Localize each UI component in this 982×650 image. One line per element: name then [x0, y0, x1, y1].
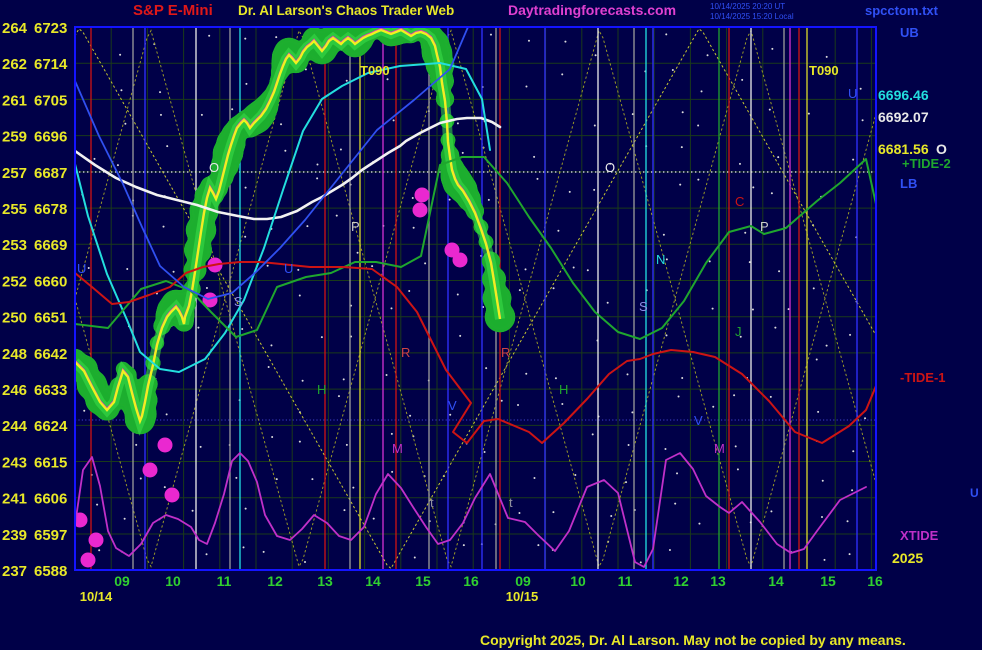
svg-text:Daytradingforecasts.com: Daytradingforecasts.com	[508, 2, 676, 18]
svg-text:t: t	[430, 495, 434, 510]
svg-text:243: 243	[2, 454, 27, 471]
svg-text:10: 10	[165, 573, 181, 589]
svg-text:U: U	[848, 86, 857, 101]
svg-text:252: 252	[2, 273, 27, 290]
svg-text:Copyright 2025, Dr. Al Larson.: Copyright 2025, Dr. Al Larson. May not b…	[480, 632, 906, 648]
svg-text:253: 253	[2, 237, 27, 254]
svg-text:U: U	[970, 486, 979, 500]
svg-text:T090: T090	[360, 63, 390, 78]
svg-text:264: 264	[2, 20, 28, 37]
svg-text:12: 12	[673, 573, 689, 589]
svg-text:6642: 6642	[34, 346, 67, 363]
svg-text:14: 14	[365, 573, 381, 589]
svg-text:6606: 6606	[34, 491, 67, 508]
svg-text:H: H	[559, 382, 568, 397]
svg-text:246: 246	[2, 382, 27, 399]
svg-text:14: 14	[768, 573, 784, 589]
svg-text:S: S	[639, 299, 648, 314]
svg-text:16: 16	[463, 573, 479, 589]
svg-text:6687: 6687	[34, 165, 67, 182]
svg-text:J: J	[735, 324, 742, 339]
svg-text:-TIDE-1: -TIDE-1	[900, 370, 946, 385]
svg-text:241: 241	[2, 491, 27, 508]
svg-text:N: N	[656, 252, 665, 267]
svg-text:15: 15	[415, 573, 431, 589]
svg-text:6651: 6651	[34, 310, 67, 327]
svg-text:S&P E-Mini: S&P E-Mini	[133, 2, 213, 19]
svg-text:T090: T090	[809, 63, 839, 78]
svg-text:LB: LB	[900, 176, 917, 191]
svg-text:6681.56: 6681.56	[878, 141, 929, 157]
svg-text:239: 239	[2, 527, 27, 544]
svg-text:10/14: 10/14	[80, 589, 113, 604]
svg-text:16: 16	[867, 573, 883, 589]
svg-text:6597: 6597	[34, 527, 67, 544]
svg-text:M: M	[714, 441, 725, 456]
svg-text:257: 257	[2, 165, 27, 182]
svg-text:09: 09	[515, 573, 531, 589]
svg-text:11: 11	[217, 573, 232, 589]
svg-text:P: P	[760, 219, 769, 234]
svg-text:V: V	[694, 413, 703, 428]
svg-text:R: R	[501, 345, 510, 360]
svg-text:10: 10	[570, 573, 586, 589]
svg-text:259: 259	[2, 129, 27, 146]
svg-text:6624: 6624	[34, 418, 68, 435]
svg-text:Dr. Al Larson's Chaos Trader W: Dr. Al Larson's Chaos Trader Web	[238, 3, 454, 18]
svg-text:6723: 6723	[34, 20, 67, 37]
svg-text:237: 237	[2, 563, 27, 580]
svg-text:6705: 6705	[34, 92, 67, 109]
svg-text:12: 12	[267, 573, 283, 589]
svg-text:V: V	[448, 398, 457, 413]
svg-text:2025: 2025	[892, 550, 923, 566]
svg-text:6714: 6714	[34, 56, 68, 73]
svg-text:S: S	[234, 294, 243, 309]
svg-text:M: M	[392, 441, 403, 456]
svg-text:6678: 6678	[34, 201, 67, 218]
svg-text:6696: 6696	[34, 129, 67, 146]
svg-text:261: 261	[2, 92, 27, 109]
svg-text:13: 13	[317, 573, 333, 589]
svg-text:UB: UB	[900, 25, 919, 40]
svg-text:11: 11	[618, 573, 633, 589]
svg-text:P: P	[351, 219, 360, 234]
svg-text:6615: 6615	[34, 454, 67, 471]
svg-text:O: O	[605, 160, 615, 175]
svg-text:6633: 6633	[34, 382, 67, 399]
svg-text:10/14/2025 20:20 UT: 10/14/2025 20:20 UT	[710, 2, 785, 11]
svg-text:U: U	[284, 261, 293, 276]
svg-text:15: 15	[820, 573, 836, 589]
svg-text:spcctom.txt: spcctom.txt	[865, 3, 939, 18]
svg-text:R: R	[401, 345, 410, 360]
svg-text:6696.46: 6696.46	[878, 87, 929, 103]
svg-text:10/15: 10/15	[506, 589, 539, 604]
svg-text:XTIDE: XTIDE	[900, 528, 939, 543]
svg-text:6669: 6669	[34, 237, 67, 254]
svg-text:+TIDE-2: +TIDE-2	[902, 156, 951, 171]
svg-text:t: t	[509, 495, 513, 510]
svg-text:09: 09	[114, 573, 130, 589]
svg-text:6588: 6588	[34, 563, 67, 580]
svg-text:262: 262	[2, 56, 27, 73]
svg-text:255: 255	[2, 201, 27, 218]
svg-text:O: O	[936, 141, 947, 157]
svg-text:6660: 6660	[34, 273, 67, 290]
svg-text:H: H	[317, 382, 326, 397]
svg-text:O: O	[209, 160, 219, 175]
svg-text:10/14/2025 15:20 Local: 10/14/2025 15:20 Local	[710, 12, 794, 21]
svg-text:13: 13	[710, 573, 726, 589]
svg-text:250: 250	[2, 310, 27, 327]
svg-text:U: U	[77, 261, 86, 276]
svg-text:C: C	[735, 194, 744, 209]
svg-text:244: 244	[2, 418, 28, 435]
svg-text:6692.07: 6692.07	[878, 109, 929, 125]
svg-text:248: 248	[2, 346, 27, 363]
